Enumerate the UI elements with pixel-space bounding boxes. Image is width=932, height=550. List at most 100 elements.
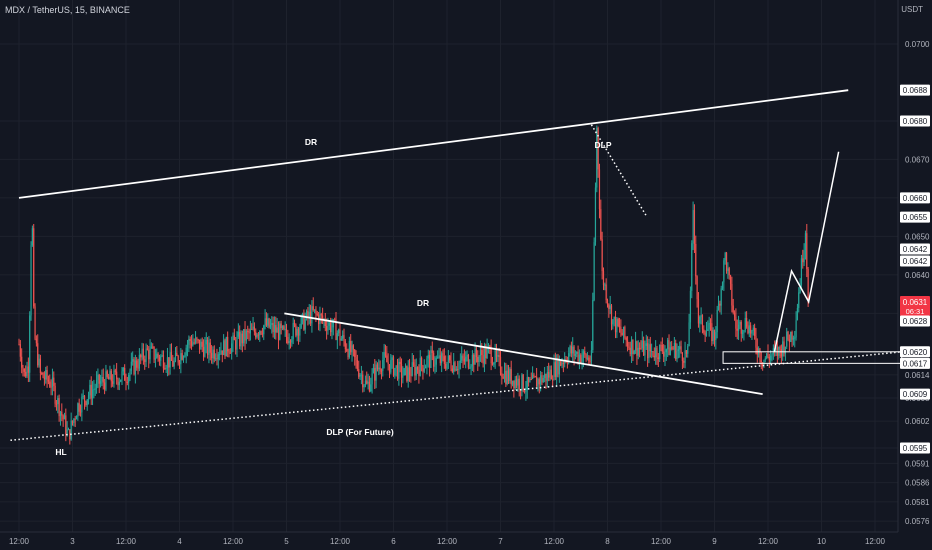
candle-body bbox=[541, 375, 543, 383]
candle-body bbox=[585, 354, 587, 360]
candle-body bbox=[97, 374, 99, 380]
candle-body bbox=[762, 362, 764, 367]
price-badge bbox=[900, 388, 930, 400]
candle-body bbox=[122, 367, 124, 372]
candle-body bbox=[322, 315, 324, 320]
time-tick-label: 12:00 bbox=[651, 537, 672, 546]
candle-body bbox=[701, 315, 704, 330]
candle-body bbox=[545, 373, 547, 381]
candle-body bbox=[196, 337, 198, 340]
candle-body bbox=[38, 358, 40, 366]
candle-body bbox=[67, 429, 70, 431]
candle-body bbox=[305, 311, 308, 319]
candle-body bbox=[643, 340, 645, 356]
price-badge-text: 0.0631 bbox=[903, 298, 928, 307]
candle-body bbox=[667, 340, 669, 350]
candle-body bbox=[581, 357, 583, 363]
candle-body bbox=[437, 357, 439, 359]
candle-body bbox=[398, 361, 400, 379]
time-tick-label: 12:00 bbox=[758, 537, 779, 546]
candle-body bbox=[546, 372, 548, 381]
candle-body bbox=[671, 347, 673, 349]
candle-body bbox=[220, 350, 222, 354]
candle-body bbox=[454, 362, 456, 371]
candle-body bbox=[576, 352, 578, 354]
candle-body bbox=[202, 346, 205, 357]
candle-body bbox=[677, 349, 679, 351]
candle-body bbox=[450, 360, 452, 369]
candle-body bbox=[27, 366, 29, 373]
candle-body bbox=[434, 364, 436, 367]
candle-body bbox=[213, 349, 215, 359]
candle-body bbox=[160, 356, 162, 361]
price-badge-text: 0.0628 bbox=[903, 317, 928, 326]
price-tick-label: 0.0700 bbox=[905, 40, 930, 49]
candle-body bbox=[29, 315, 31, 373]
candle-body bbox=[370, 384, 372, 392]
candle-body bbox=[639, 347, 641, 349]
candle-body bbox=[330, 322, 332, 333]
candle-body bbox=[293, 322, 296, 325]
candle-body bbox=[612, 319, 614, 325]
candle-body bbox=[656, 347, 658, 358]
candle-body bbox=[157, 353, 159, 358]
candle-body bbox=[150, 346, 153, 349]
candle-body bbox=[561, 362, 563, 366]
candle-body bbox=[537, 379, 539, 387]
price-badge-text: 0.0660 bbox=[903, 194, 928, 203]
price-badge bbox=[900, 346, 930, 358]
candle-body bbox=[181, 353, 183, 360]
candle-body bbox=[273, 325, 276, 332]
candle-body bbox=[231, 343, 233, 353]
candle-body bbox=[457, 369, 459, 371]
candle-body bbox=[259, 331, 261, 336]
candle-body bbox=[733, 312, 736, 317]
candle-body bbox=[463, 358, 465, 362]
candle-body bbox=[549, 369, 551, 378]
candle-body bbox=[378, 367, 380, 370]
candle-body bbox=[534, 376, 536, 378]
candle-body bbox=[721, 282, 724, 289]
candle-body bbox=[634, 341, 637, 351]
candle-body bbox=[523, 390, 526, 392]
candle-body bbox=[415, 367, 417, 376]
candle-body bbox=[209, 342, 211, 353]
candle-body bbox=[347, 350, 349, 358]
candle-body bbox=[138, 354, 140, 369]
candle-body bbox=[198, 339, 201, 350]
candle-body bbox=[708, 323, 710, 330]
candle-body bbox=[596, 128, 598, 188]
candle-body bbox=[57, 398, 59, 405]
candle-body bbox=[98, 374, 100, 384]
candle-body bbox=[481, 349, 483, 356]
candle-body bbox=[518, 378, 520, 390]
candle-body bbox=[229, 352, 231, 354]
candle-body bbox=[593, 242, 595, 301]
candle-body bbox=[192, 342, 194, 346]
candle-body bbox=[506, 370, 508, 385]
price-badge-text: 0.0595 bbox=[903, 444, 928, 453]
price-tick-label: 0.0576 bbox=[905, 517, 930, 526]
candle-body bbox=[788, 339, 790, 343]
candle-body bbox=[790, 332, 792, 343]
candle-body bbox=[784, 346, 786, 354]
candle-body bbox=[482, 355, 484, 364]
candle-body bbox=[120, 379, 122, 382]
candle-body bbox=[91, 389, 94, 399]
candle-body bbox=[30, 245, 32, 316]
candle-body bbox=[368, 381, 371, 392]
time-tick-label: 12:00 bbox=[330, 537, 351, 546]
candle-body bbox=[19, 344, 21, 357]
candle-body bbox=[473, 354, 475, 365]
candle-body bbox=[562, 362, 564, 364]
candle-body bbox=[173, 360, 175, 367]
candle-body bbox=[740, 321, 742, 334]
price-badge bbox=[900, 296, 930, 316]
candle-body bbox=[791, 332, 793, 340]
candle-body bbox=[771, 354, 773, 356]
candle-body bbox=[621, 332, 623, 336]
candle-body bbox=[578, 354, 581, 362]
time-tick-label: 12:00 bbox=[437, 537, 458, 546]
candle-body bbox=[408, 367, 411, 375]
